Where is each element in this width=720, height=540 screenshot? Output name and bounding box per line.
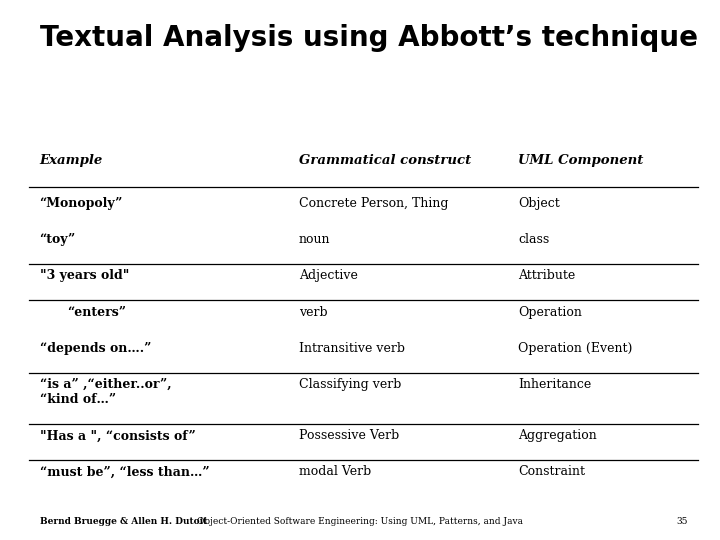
Text: “must be”, “less than…”: “must be”, “less than…” [40, 465, 210, 478]
Text: Operation (Event): Operation (Event) [518, 342, 633, 355]
Text: verb: verb [299, 306, 328, 319]
Text: Bernd Bruegge & Allen H. Dutoit: Bernd Bruegge & Allen H. Dutoit [40, 517, 207, 526]
Text: Object-Oriented Software Engineering: Using UML, Patterns, and Java: Object-Oriented Software Engineering: Us… [197, 517, 523, 526]
Text: Constraint: Constraint [518, 465, 585, 478]
Text: Possessive Verb: Possessive Verb [299, 429, 399, 442]
Text: 35: 35 [676, 517, 688, 526]
Text: “depends on….”: “depends on….” [40, 342, 151, 355]
Text: “enters”: “enters” [67, 306, 126, 319]
Text: Attribute: Attribute [518, 269, 576, 282]
Text: Intransitive verb: Intransitive verb [299, 342, 405, 355]
Text: "Has a ", “consists of”: "Has a ", “consists of” [40, 429, 195, 442]
Text: Classifying verb: Classifying verb [299, 378, 401, 391]
Text: noun: noun [299, 233, 330, 246]
Text: Aggregation: Aggregation [518, 429, 597, 442]
Text: “is a” ,“either..or”,
“kind of…”: “is a” ,“either..or”, “kind of…” [40, 378, 171, 406]
Text: UML Component: UML Component [518, 154, 644, 167]
Text: Example: Example [40, 154, 103, 167]
Text: Adjective: Adjective [299, 269, 358, 282]
Text: Operation: Operation [518, 306, 582, 319]
Text: “toy”: “toy” [40, 233, 76, 246]
Text: modal Verb: modal Verb [299, 465, 371, 478]
Text: Object: Object [518, 197, 560, 210]
Text: "3 years old": "3 years old" [40, 269, 129, 282]
Text: “Monopoly”: “Monopoly” [40, 197, 123, 210]
Text: Grammatical construct: Grammatical construct [299, 154, 471, 167]
Text: Inheritance: Inheritance [518, 378, 592, 391]
Text: Concrete Person, Thing: Concrete Person, Thing [299, 197, 449, 210]
Text: Textual Analysis using Abbott’s technique: Textual Analysis using Abbott’s techniqu… [40, 24, 698, 52]
Text: class: class [518, 233, 549, 246]
